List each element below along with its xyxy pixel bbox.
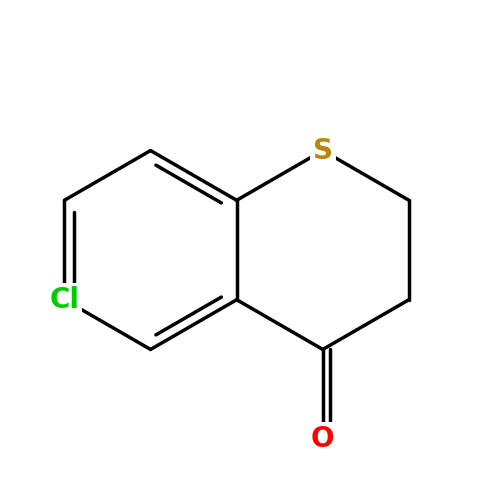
Text: S: S [313, 136, 333, 164]
Text: O: O [311, 425, 334, 453]
Text: Cl: Cl [50, 286, 80, 314]
